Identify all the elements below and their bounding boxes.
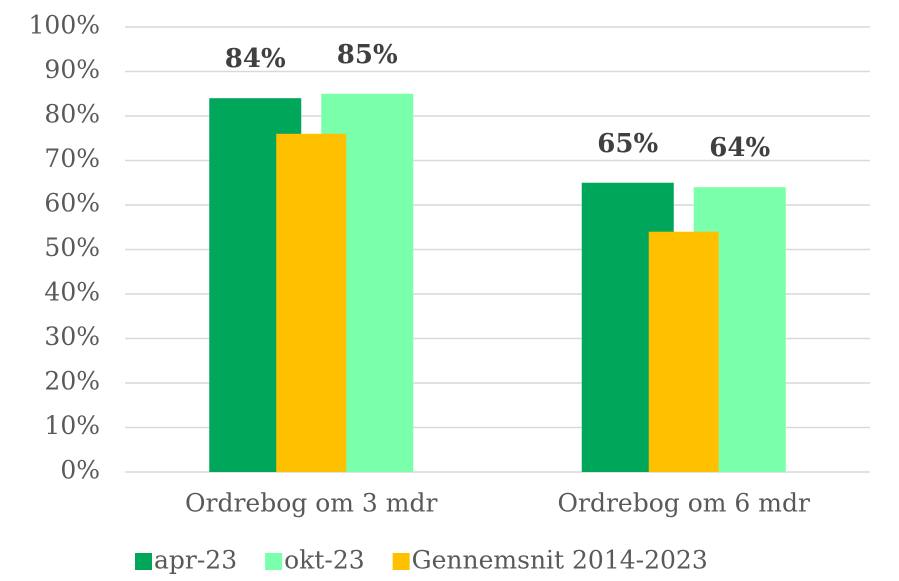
- y-tick-label: 0%: [60, 456, 100, 485]
- bar: [276, 133, 347, 473]
- y-tick-label: 20%: [44, 367, 100, 396]
- bar: [648, 231, 719, 472]
- data-label: 65%: [597, 129, 658, 159]
- y-tick-label: 70%: [44, 144, 100, 173]
- legend-swatch: [265, 553, 283, 570]
- y-tick-label: 80%: [44, 100, 100, 129]
- y-tick-label: 10%: [44, 411, 100, 440]
- data-label: 84%: [225, 44, 286, 74]
- y-tick-label: 30%: [44, 322, 100, 351]
- y-tick-label: 60%: [44, 189, 100, 218]
- x-tick-label: Ordrebog om 6 mdr: [558, 489, 810, 518]
- data-label: 85%: [337, 40, 398, 70]
- x-tick-label: Ordrebog om 3 mdr: [185, 489, 437, 518]
- legend-swatch: [392, 553, 410, 570]
- data-label: 64%: [709, 133, 770, 163]
- y-tick-label: 50%: [44, 233, 100, 262]
- legend-label: apr-23: [154, 546, 237, 575]
- legend-label: okt-23: [284, 546, 365, 575]
- y-tick-label: 90%: [44, 55, 100, 84]
- y-tick-label: 100%: [29, 11, 100, 40]
- legend-label: Gennemsnit 2014-2023: [412, 546, 708, 575]
- y-tick-label: 40%: [44, 278, 100, 307]
- legend-swatch: [135, 553, 152, 570]
